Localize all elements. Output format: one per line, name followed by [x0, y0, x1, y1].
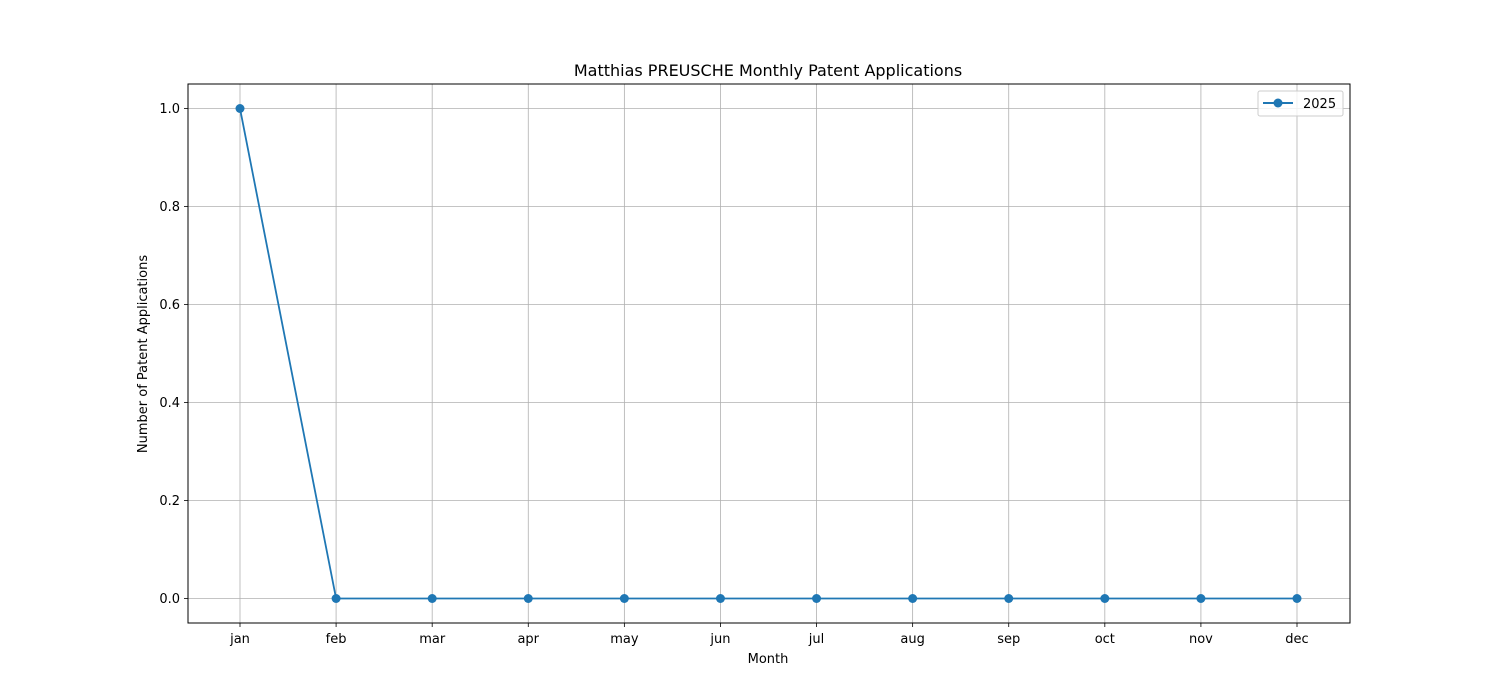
- x-tick-label: sep: [997, 632, 1020, 647]
- x-tick-label: mar: [419, 632, 446, 647]
- data-point: [236, 104, 245, 113]
- data-point: [1004, 594, 1013, 603]
- data-point: [620, 594, 629, 603]
- x-tick-label: jan: [229, 632, 250, 647]
- y-axis-label: Number of Patent Applications: [136, 255, 151, 453]
- y-tick-label: 0.0: [159, 592, 180, 607]
- data-point: [1196, 594, 1205, 603]
- data-point: [1293, 594, 1302, 603]
- chart-title: Matthias PREUSCHE Monthly Patent Applica…: [574, 61, 962, 80]
- x-tick-label: may: [610, 632, 639, 647]
- legend: 2025: [1258, 91, 1343, 116]
- x-axis-label: Month: [748, 652, 789, 667]
- x-tick-label: jul: [808, 632, 824, 647]
- data-point: [908, 594, 917, 603]
- data-point: [716, 594, 725, 603]
- y-tick-label: 0.4: [159, 396, 180, 411]
- x-tick-label: feb: [326, 632, 347, 647]
- data-point: [524, 594, 533, 603]
- data-point: [1100, 594, 1109, 603]
- legend-marker-swatch: [1274, 99, 1283, 108]
- data-point: [332, 594, 341, 603]
- legend-entry-label: 2025: [1303, 97, 1336, 112]
- x-tick-label: dec: [1285, 632, 1308, 647]
- x-tick-label: nov: [1189, 632, 1213, 647]
- x-tick-label: aug: [900, 632, 924, 647]
- y-tick-label: 1.0: [159, 102, 180, 117]
- data-point: [428, 594, 437, 603]
- y-tick-label: 0.8: [159, 200, 180, 215]
- y-tick-label: 0.6: [159, 298, 180, 313]
- y-tick-label: 0.2: [159, 494, 180, 509]
- x-tick-label: apr: [517, 632, 539, 647]
- data-point: [812, 594, 821, 603]
- x-tick-label: jun: [709, 632, 730, 647]
- x-tick-label: oct: [1095, 632, 1115, 647]
